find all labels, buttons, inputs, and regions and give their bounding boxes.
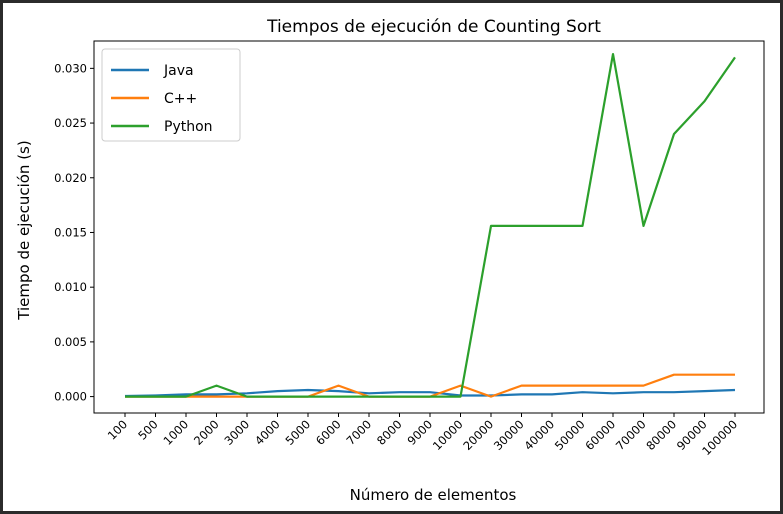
x-tick-label: 2000 <box>191 417 222 448</box>
y-tick-label: 0.015 <box>54 225 87 239</box>
x-tick-label: 10000 <box>430 417 466 453</box>
x-tick-label: 1000 <box>161 417 192 448</box>
legend-box <box>101 48 241 142</box>
x-tick-label: 3000 <box>222 417 253 448</box>
y-tick-label: 0.030 <box>54 61 87 75</box>
x-tick-label: 6000 <box>313 417 344 448</box>
y-tick-label: 0.010 <box>54 280 87 294</box>
x-tick-label: 500 <box>135 417 160 442</box>
plot-marks <box>124 52 736 398</box>
x-tick-label: 100 <box>105 417 130 442</box>
x-tick-label: 40000 <box>521 417 557 453</box>
legend-label: Python <box>164 119 213 135</box>
plot-frame <box>93 40 765 414</box>
x-tick-label: 30000 <box>491 417 527 453</box>
legend-label: C++ <box>164 91 197 107</box>
series-line-java <box>124 388 736 398</box>
y-axis-title: Tiempo de ejecución (s) <box>15 140 33 320</box>
x-tick-label: 7000 <box>344 417 375 448</box>
series-line-python <box>125 52 736 398</box>
y-tick-label: 0.005 <box>54 335 87 349</box>
y-tick-label: 0.000 <box>54 390 87 404</box>
chart-title: Tiempos de ejecución de Counting Sort <box>266 17 601 37</box>
chart-svg: Tiempos de ejecución de Counting Sort 10… <box>15 17 765 504</box>
x-tick-label: 60000 <box>582 417 618 453</box>
x-tick-label: 50000 <box>552 417 588 453</box>
legend: Java C++ Python <box>101 48 241 142</box>
x-tick-label: 4000 <box>252 417 283 448</box>
x-tick-label: 20000 <box>460 417 496 453</box>
legend-label: Java <box>163 63 194 79</box>
x-tick-label: 8000 <box>374 417 405 448</box>
chart-figure: Tiempos de ejecución de Counting Sort 10… <box>3 3 780 511</box>
y-tick-label: 0.025 <box>54 116 87 130</box>
y-tick-label: 0.020 <box>54 171 87 185</box>
x-axis-title: Número de elementos <box>350 486 517 504</box>
x-tick-label: 5000 <box>283 417 314 448</box>
x-tick-label: 80000 <box>643 417 679 453</box>
x-tick-label: 70000 <box>613 417 649 453</box>
